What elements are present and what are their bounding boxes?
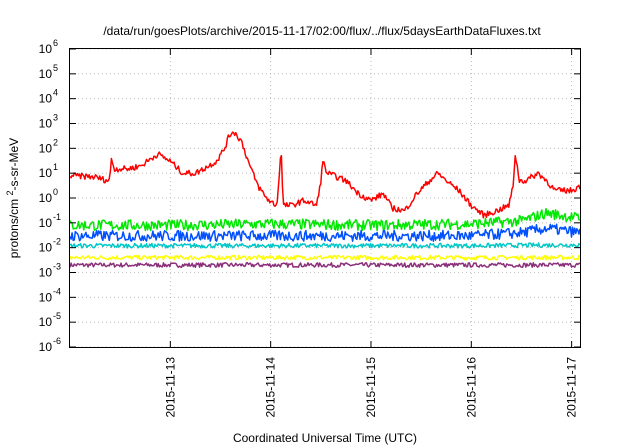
y-tick-label: 10 <box>39 315 53 329</box>
grid <box>70 48 580 348</box>
y-tick-label: 10 <box>39 191 53 205</box>
y-tick-label: 10 <box>39 241 53 255</box>
y-tick-exponent: -2 <box>53 237 61 247</box>
plot-frame <box>69 48 581 348</box>
x-tick-label: 2015-11-15 <box>364 357 378 418</box>
series-line-4 <box>69 254 581 261</box>
y-tick-label: 10 <box>39 216 53 230</box>
y-axis: 10 -610 -510 -410 -310 -210 -110 010 110 210 310 41… <box>39 38 580 354</box>
x-axis-label: Coordinated Universal Time (UTC) <box>233 431 417 445</box>
y-axis-label-rest: -s-sr-MeV <box>7 138 21 191</box>
y-tick-exponent: 6 <box>53 38 58 48</box>
y-tick-exponent: 3 <box>53 113 58 123</box>
y-axis-label-text: protons/cm <box>7 199 21 258</box>
chart-title: /data/run/goesPlots/archive/2015-11-17/0… <box>103 24 541 38</box>
y-tick-label: 10 <box>39 92 53 106</box>
series-line-5 <box>69 262 580 269</box>
y-tick-exponent: 1 <box>53 162 58 172</box>
y-tick-label: 10 <box>39 290 53 304</box>
y-axis-label-sup: 2 <box>5 190 15 195</box>
y-tick-label: 10 <box>39 266 53 280</box>
series-group <box>69 131 581 269</box>
y-tick-exponent: 0 <box>53 187 58 197</box>
x-tick-label: 2015-11-13 <box>163 357 177 418</box>
y-tick-label: 10 <box>39 166 53 180</box>
series-line-3 <box>69 242 581 249</box>
y-tick-exponent: -1 <box>53 212 61 222</box>
series-line-0 <box>69 131 581 219</box>
y-tick-exponent: -3 <box>53 262 61 272</box>
series-line-1 <box>69 207 581 232</box>
y-tick-exponent: 5 <box>53 63 58 73</box>
y-tick-label: 10 <box>39 141 53 155</box>
y-axis-label: protons/cm 2-s-sr-MeV <box>5 138 21 258</box>
y-tick-exponent: 4 <box>53 88 58 98</box>
y-tick-label: 10 <box>39 117 53 131</box>
y-tick-exponent: 2 <box>53 137 58 147</box>
y-tick-exponent: -4 <box>53 286 61 296</box>
series-line-2 <box>69 223 581 242</box>
x-axis: 2015-11-13 2015-11-14 2015-11-15 2015-11-16… <box>163 49 579 418</box>
y-tick-label: 10 <box>39 67 53 81</box>
x-tick-label: 2015-11-16 <box>464 357 478 418</box>
y-tick-exponent: -6 <box>53 336 61 346</box>
y-tick-label: 10 <box>39 340 53 354</box>
x-tick-label: 2015-11-14 <box>264 357 278 418</box>
x-tick-label: 2015-11-17 <box>565 357 579 418</box>
y-tick-exponent: -5 <box>53 311 61 321</box>
y-tick-label: 10 <box>39 42 53 56</box>
